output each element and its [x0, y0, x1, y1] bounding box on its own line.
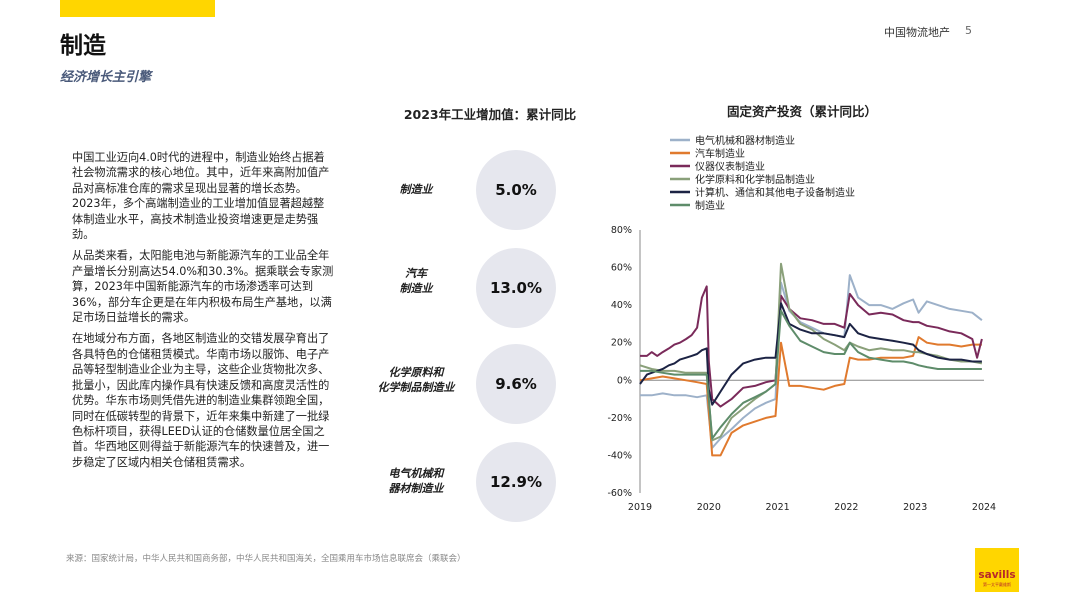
savills-logo: savills 第一太平戴维斯	[975, 548, 1019, 592]
y-tick-label: 20%	[611, 338, 632, 349]
logo-subtext: 第一太平戴维斯	[983, 582, 1011, 587]
y-tick-label: 0%	[617, 375, 632, 386]
x-tick-label: 2023	[903, 502, 927, 513]
kpi-label-auto: 汽车 制造业	[399, 267, 433, 295]
kpi-circle-manufacturing: 5.0%	[476, 150, 556, 230]
x-tick-label: 2024	[972, 502, 996, 513]
page-title: 制造	[60, 33, 106, 59]
kpi-value-auto: 13.0%	[489, 279, 543, 297]
page-subtitle: 经济增长主引擎	[60, 70, 152, 85]
y-tick-label: -60%	[607, 488, 632, 499]
page-number: 5	[965, 24, 972, 37]
series-line-2	[640, 285, 983, 408]
kpi-circle-chemical: 9.6%	[476, 344, 556, 424]
kpi-circle-electrical: 12.9%	[476, 442, 556, 522]
body-text: 中国工业迈向4.0时代的进程中，制造业始终占据着社会物流需求的核心地位。其中，近…	[72, 150, 334, 476]
legend-label-0: 电气机械和器材制造业	[695, 134, 795, 147]
series-line-3	[639, 262, 983, 442]
y-tick-label: 40%	[611, 300, 632, 311]
kpi-value-electrical: 12.9%	[489, 473, 543, 491]
y-tick-label: -40%	[607, 450, 632, 461]
logo-text: savills	[978, 569, 1016, 581]
x-tick-label: 2019	[628, 502, 652, 513]
series-line-0	[640, 274, 983, 449]
series-line-5	[640, 309, 982, 440]
series-line-1	[639, 336, 982, 457]
kpi-heading: 2023年工业增加值：累计同比	[403, 107, 577, 122]
legend-label-1: 汽车制造业	[695, 147, 745, 160]
x-tick-label: 2020	[697, 502, 721, 513]
legend-label-4: 计算机、通信和其他电子设备制造业	[695, 186, 855, 199]
kpi-value-manufacturing: 5.0%	[495, 181, 537, 199]
kpi-value-chemical: 9.6%	[495, 375, 537, 393]
kpi-circle-auto: 13.0%	[476, 248, 556, 328]
y-tick-label: -20%	[607, 413, 632, 424]
kpi-label-electrical: 电气机械和 器材制造业	[388, 467, 444, 495]
legend-label-5: 制造业	[695, 199, 725, 212]
y-tick-label: 60%	[611, 263, 632, 274]
source-note: 来源：国家统计局，中华人民共和国商务部，中华人民共和国海关，全国乘用车市场信息联…	[66, 554, 466, 564]
x-tick-label: 2022	[834, 502, 858, 513]
y-tick-label: 80%	[611, 225, 632, 236]
paragraph-3: 在地域分布方面，各地区制造业的交错发展孕育出了各具特色的仓储租赁模式。华南市场以…	[72, 332, 330, 469]
brand-name: 中国物流地产	[884, 26, 950, 39]
legend-label-2: 仪器仪表制造业	[695, 160, 765, 173]
series-line-4	[639, 302, 982, 406]
kpi-label-chemical: 化学原料和 化学制品制造业	[377, 366, 455, 394]
x-tick-label: 2021	[766, 502, 790, 513]
investment-line-chart: 固定资产投资（累计同比） 电气机械和器材制造业汽车制造业仪器仪表制造业化学原料和化…	[607, 104, 996, 513]
legend-label-3: 化学原料和化学制品制造业	[695, 173, 815, 186]
kpi-label-manufacturing: 制造业	[399, 183, 433, 196]
paragraph-2: 从品类来看，太阳能电池与新能源汽车的工业品全年产量增长分别高达54.0%和30.…	[72, 249, 334, 325]
paragraph-1: 中国工业迈向4.0时代的进程中，制造业始终占据着社会物流需求的核心地位。其中，近…	[72, 151, 330, 242]
chart-title: 固定资产投资（累计同比）	[727, 104, 877, 119]
accent-bar	[60, 0, 215, 17]
